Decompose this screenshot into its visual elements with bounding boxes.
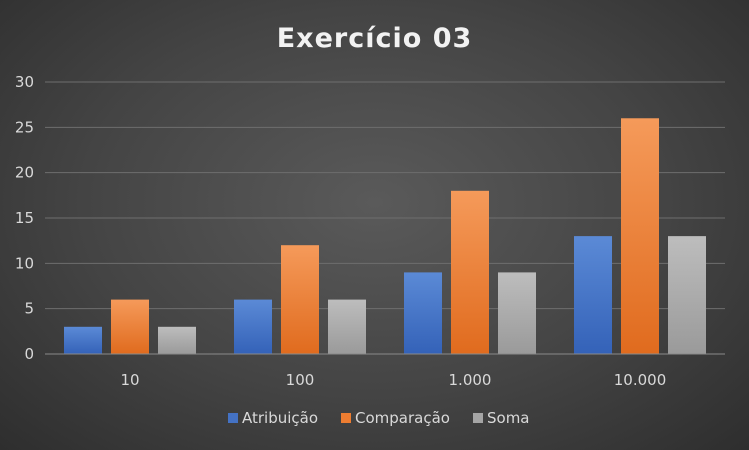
- bar-comparação-1.000: [451, 190, 489, 354]
- bar-atribuição-100: [234, 299, 272, 354]
- legend-label: Soma: [487, 409, 530, 427]
- x-tick-label: 10.000: [614, 371, 667, 389]
- legend-label: Comparação: [355, 409, 450, 427]
- legend-swatch-2: [473, 413, 483, 423]
- bar-comparação-10.000: [621, 118, 659, 355]
- y-tick-label: 30: [15, 73, 34, 91]
- bar-soma-1.000: [498, 272, 536, 354]
- bar-atribuição-10.000: [574, 236, 612, 354]
- bar-soma-10.000: [668, 236, 706, 354]
- x-tick-label: 10: [120, 371, 139, 389]
- x-axis-ticks: 10 100 1.000 10.000: [120, 371, 666, 389]
- bar-atribuição-10: [64, 326, 102, 354]
- y-tick-label: 20: [15, 164, 34, 182]
- y-tick-label: 5: [24, 300, 34, 318]
- bar-comparação-10: [111, 299, 149, 354]
- y-tick-label: 10: [15, 254, 34, 272]
- legend-label: Atribuição: [242, 409, 318, 427]
- legend-swatch-0: [228, 413, 238, 423]
- legend-swatch-1: [341, 413, 351, 423]
- x-tick-label: 1.000: [449, 371, 492, 389]
- y-tick-label: 15: [15, 209, 34, 227]
- x-tick-label: 100: [286, 371, 315, 389]
- chart-title: Exercício 03: [277, 23, 473, 54]
- y-tick-label: 0: [24, 345, 34, 363]
- y-axis-ticks: 0 5 10 15 20 25 30: [15, 73, 34, 363]
- bars: [64, 118, 706, 355]
- bar-soma-100: [328, 299, 366, 354]
- y-tick-label: 25: [15, 118, 34, 136]
- bar-comparação-100: [281, 245, 319, 354]
- bar-atribuição-1.000: [404, 272, 442, 354]
- bar-soma-10: [158, 326, 196, 354]
- legend: Atribuição Comparação Soma: [228, 409, 530, 427]
